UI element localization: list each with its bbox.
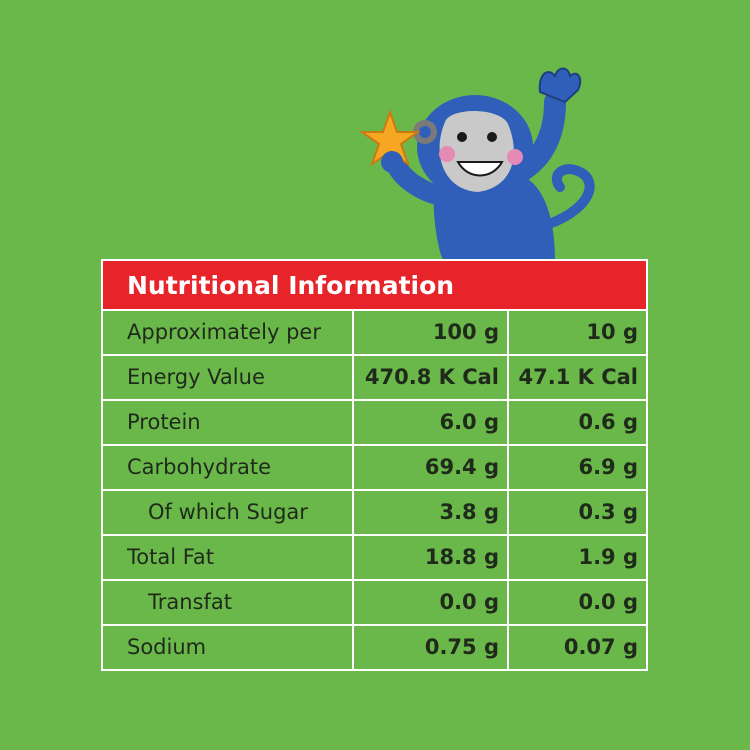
table-row: Transfat 0.0 g 0.0 g — [103, 581, 646, 626]
value-per-10g: 0.07 g — [563, 635, 638, 659]
table-title: Nutritional Information — [103, 261, 646, 311]
nutrient-label: Total Fat — [103, 536, 354, 579]
nutrient-label: Protein — [103, 401, 354, 444]
value-per-100g: 470.8 K Cal — [354, 356, 509, 399]
nutrition-table: Nutritional Information Approximately pe… — [101, 259, 648, 671]
table-row: Protein 6.0 g 0.6 g — [103, 401, 646, 446]
value-per-10g: 0.6 g — [578, 410, 638, 434]
nutrient-label: Approximately per — [103, 311, 354, 354]
value-per-10g: 47.1 K Cal — [518, 365, 639, 389]
value-per-100g: 18.8 g — [354, 536, 509, 579]
nutrient-label: Of which Sugar — [103, 491, 354, 534]
table-row: Carbohydrate 69.4 g 6.9 g — [103, 446, 646, 491]
value-per-100g: 0.75 g — [354, 626, 509, 669]
nutrient-label: Carbohydrate — [103, 446, 354, 489]
table-body: Approximately per 100 g 10 g Energy Value 47… — [103, 311, 646, 669]
value-per-10g: 0.3 g — [578, 500, 638, 524]
value-per-100g: 3.8 g — [354, 491, 509, 534]
table-row: Energy Value 470.8 K Cal 47.1 K Cal — [103, 356, 646, 401]
nutrient-label: Energy Value — [103, 356, 354, 399]
monkey-holding-star-icon — [358, 67, 595, 262]
table-row: Sodium 0.75 g 0.07 g — [103, 626, 646, 669]
value-per-100g: 0.0 g — [354, 581, 509, 624]
nutrient-label: Sodium — [103, 626, 354, 669]
value-per-100g: 6.0 g — [354, 401, 509, 444]
table-row: Total Fat 18.8 g 1.9 g — [103, 536, 646, 581]
value-per-10g: 0.0 g — [578, 590, 638, 614]
table-row: Of which Sugar 3.8 g 0.3 g — [103, 491, 646, 536]
value-per-100g: 100 g — [354, 311, 509, 354]
value-per-10g: 1.9 g — [578, 545, 638, 569]
table-row: Approximately per 100 g 10 g — [103, 311, 646, 356]
value-per-10g: 10 g — [586, 320, 638, 344]
value-per-100g: 69.4 g — [354, 446, 509, 489]
nutrient-label: Transfat — [103, 581, 354, 624]
value-per-10g: 6.9 g — [578, 455, 638, 479]
